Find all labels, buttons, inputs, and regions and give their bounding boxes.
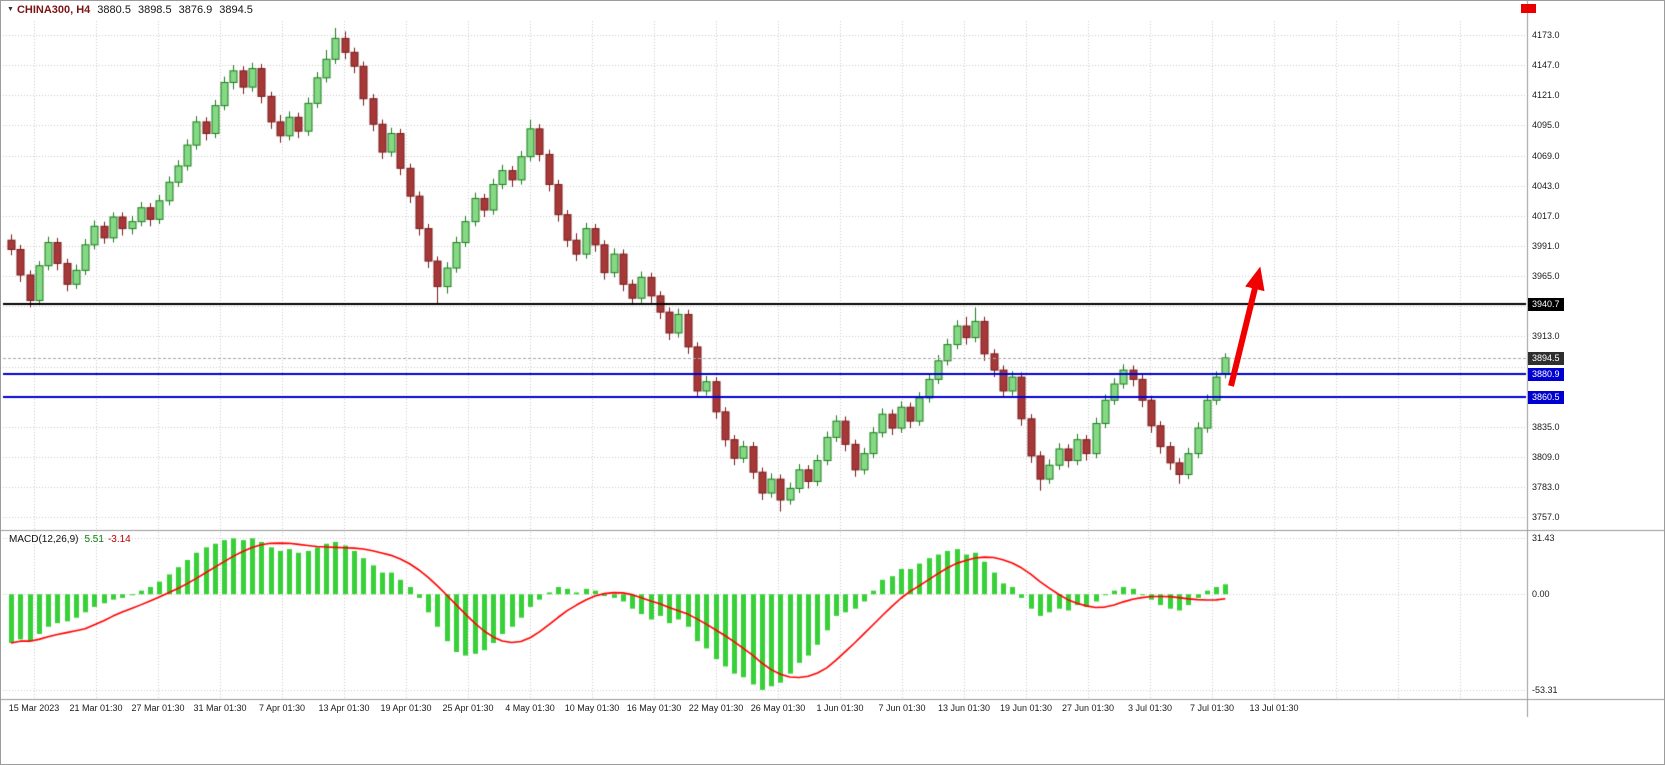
trend-arrow-annotation[interactable] <box>1221 253 1273 395</box>
chart-title: ▼ CHINA300, H4 3880.5 3898.5 3876.9 3894.5 <box>7 4 253 16</box>
high-value: 3898.5 <box>137 4 172 16</box>
red-rectangle-annotation[interactable] <box>1521 4 1536 13</box>
low-value: 3876.9 <box>178 4 213 16</box>
close-value: 3894.5 <box>219 4 253 16</box>
symbol-marker-icon: ▼ <box>7 6 14 13</box>
macd-signal-value: -3.14 <box>107 534 131 545</box>
open-value: 3880.5 <box>97 4 131 16</box>
macd-main-value: 5.51 <box>84 534 104 545</box>
macd-name-label: MACD(12,26,9) <box>9 534 79 545</box>
symbol-timeframe-label: CHINA300, H4 <box>16 4 91 16</box>
macd-indicator-label: MACD(12,26,9) 5.51 -3.14 <box>9 534 131 545</box>
